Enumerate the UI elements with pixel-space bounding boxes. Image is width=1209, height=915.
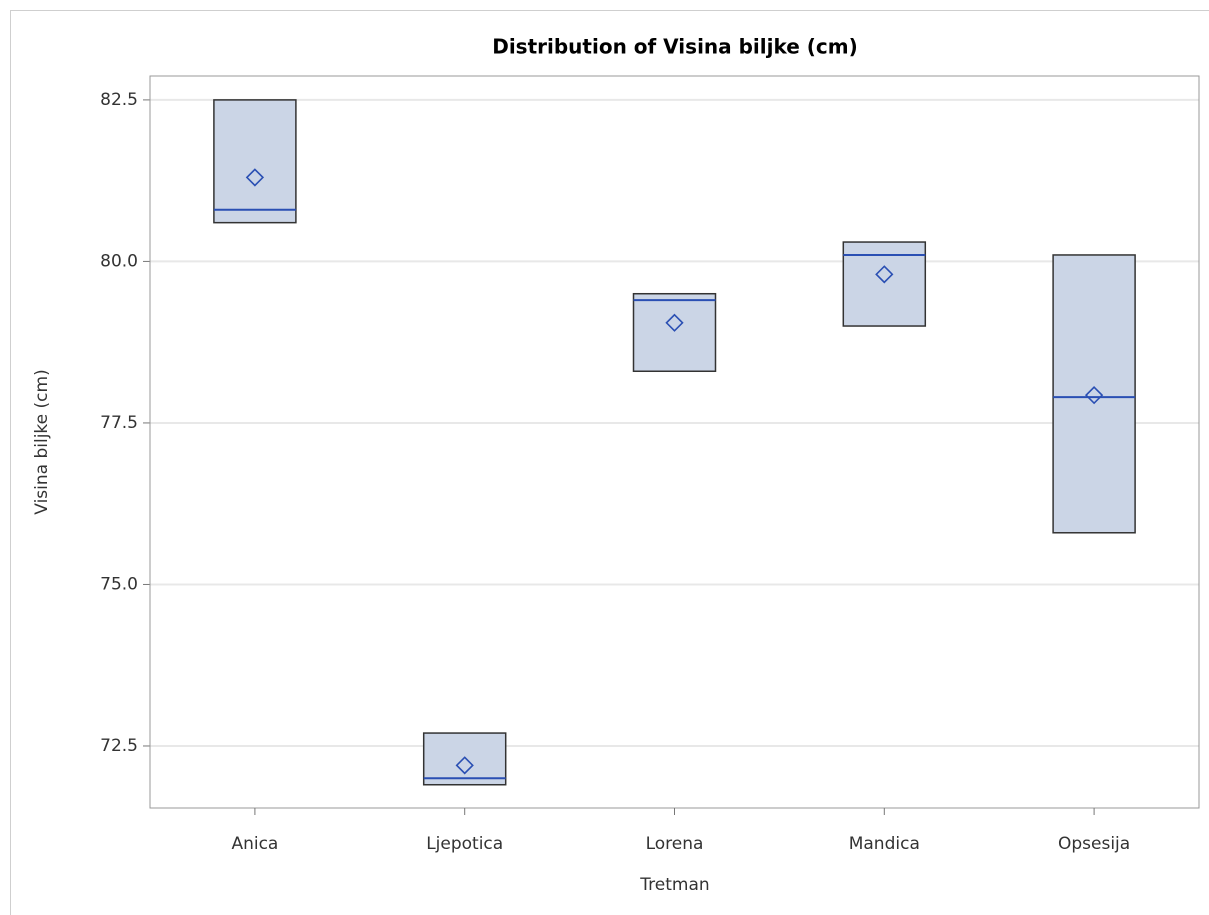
- mean-marker: [455, 756, 474, 775]
- box: [422, 732, 507, 786]
- x-tick-label: Anica: [231, 834, 278, 854]
- outer-border: [10, 10, 1209, 915]
- y-tick-label: 72.5: [100, 736, 138, 756]
- y-tick-label: 77.5: [100, 413, 138, 433]
- chart-title: Distribution of Visina biljke (cm): [492, 35, 858, 59]
- box: [213, 99, 297, 224]
- plot-frame: [149, 75, 1200, 809]
- box: [1052, 254, 1136, 534]
- mean-marker: [665, 313, 684, 332]
- x-axis-label: Tretman: [639, 875, 709, 895]
- y-tick-label: 82.5: [100, 90, 138, 110]
- x-tick-label: Lorena: [646, 834, 704, 854]
- mean-marker: [245, 168, 265, 187]
- y-tick-label: 80.0: [100, 251, 138, 271]
- mean-marker: [1084, 386, 1104, 405]
- y-axis-label: Visina biljke (cm): [32, 369, 52, 514]
- x-tick-label: Opsesija: [1058, 834, 1130, 854]
- y-tick-label: 75.0: [100, 574, 138, 594]
- mean-marker: [875, 265, 894, 284]
- x-tick-label: Mandica: [849, 834, 920, 854]
- box: [632, 292, 717, 373]
- box: [842, 241, 927, 327]
- x-tick-label: Ljepotica: [426, 834, 503, 854]
